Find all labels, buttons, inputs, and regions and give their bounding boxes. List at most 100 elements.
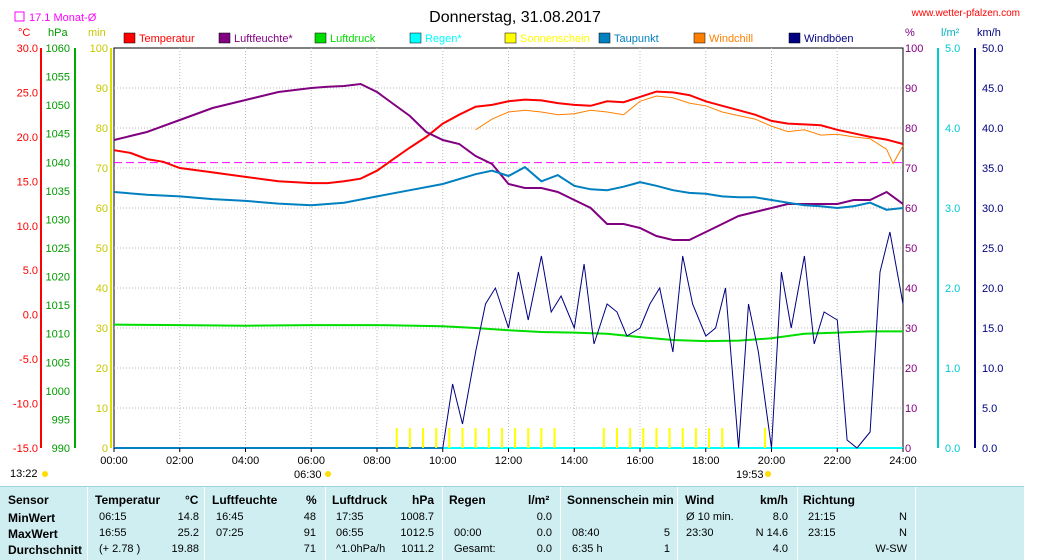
stat-temp-time: 06:15	[99, 511, 127, 523]
press-tick-label: 1050	[46, 100, 70, 112]
stat-dir-time: 23:15	[808, 527, 836, 539]
sunshine-bar	[721, 428, 724, 448]
stat-dir: W-SW	[875, 543, 907, 555]
wind-tick-label: 5.0	[982, 403, 997, 415]
stats-table: Sensor Temperatur °C Luftfeuchte % Luftd…	[0, 486, 1024, 560]
sunshine-bar	[694, 428, 697, 448]
sunshine-bar	[500, 428, 503, 448]
sunshine-bar	[461, 428, 464, 448]
rain-tick-label: 0.0	[945, 443, 960, 455]
legend-label: Regen*	[425, 33, 462, 45]
sun-tick-label: 10	[96, 403, 108, 415]
stat-hum-time: 16:45	[216, 511, 244, 523]
sun-tick-label: 30	[96, 323, 108, 335]
sunshine-bar	[422, 428, 425, 448]
sunshine-bar	[448, 428, 451, 448]
series-temperatur	[113, 90, 904, 185]
hum-tick-label: 10	[905, 403, 917, 415]
wind-tick-label: 25.0	[982, 243, 1003, 255]
rain-unit-label: l/m²	[941, 27, 960, 39]
hdr-temp: Temperatur	[95, 493, 161, 507]
stat-press: 1011.2	[401, 543, 434, 555]
press-tick-label: 1005	[46, 357, 70, 369]
sunset-time: 19:53	[736, 469, 764, 481]
sun-icon	[42, 471, 48, 477]
legend-swatch	[409, 32, 422, 44]
sunshine-bar	[408, 428, 411, 448]
sunshine-bar	[602, 428, 605, 448]
legend-swatch	[218, 32, 231, 44]
stat-press-time: 06:55	[336, 527, 364, 539]
wind-tick-label: 40.0	[982, 123, 1003, 135]
stat-rain-time: Gesamt:	[454, 543, 496, 555]
x-tick-label: 12:00	[495, 455, 523, 467]
sunshine-bar	[540, 428, 543, 448]
stat-temp: 19.88	[171, 543, 199, 555]
hdr-press: Luftdruck	[332, 493, 388, 507]
x-tick-label: 04:00	[232, 455, 260, 467]
wind-tick-label: 45.0	[982, 83, 1003, 95]
weather-chart: Donnerstag, 31.08.2017 www.wetter-pfalzen…	[10, 8, 1020, 481]
x-tick-label: 24:00	[889, 455, 917, 467]
hdr-press-unit: hPa	[412, 493, 435, 507]
stat-rain-time: 00:00	[454, 527, 482, 539]
press-tick-label: 1040	[46, 157, 70, 169]
stat-sun: 1	[663, 543, 670, 555]
hdr-hum: Luftfeuchte	[212, 493, 278, 507]
sunshine-bar	[514, 428, 517, 448]
stat-hum-time: 07:25	[216, 527, 244, 539]
stat-wind: 4.0	[772, 543, 788, 555]
hdr-wind-unit: km/h	[760, 493, 789, 507]
x-tick-label: 06:00	[297, 455, 325, 467]
hdr-temp-unit: °C	[185, 493, 199, 507]
sunshine-bar	[435, 428, 438, 448]
wind-tick-label: 30.0	[982, 203, 1003, 215]
rain-tick-label: 3.0	[945, 203, 960, 215]
stat-hum: 91	[303, 527, 316, 539]
series-taupunkt	[113, 165, 904, 211]
hdr-sensor: Sensor	[8, 493, 49, 507]
wind-tick-label: 15.0	[982, 323, 1003, 335]
sunshine-bar	[708, 428, 711, 448]
x-tick-label: 08:00	[363, 455, 391, 467]
sun-tick-label: 50	[96, 243, 108, 255]
sunshine-bar	[629, 428, 632, 448]
temp-tick-label: -5.0	[19, 354, 38, 366]
stat-dir: N	[899, 511, 907, 523]
stat-sun: 5	[663, 527, 670, 539]
press-tick-label: 1000	[46, 386, 70, 398]
hdr-wind: Wind	[685, 493, 715, 507]
sun-tick-label: 70	[96, 163, 108, 175]
press-tick-label: 1060	[46, 43, 70, 55]
stat-label: MaxWert	[8, 527, 58, 541]
x-tick-label: 20:00	[758, 455, 786, 467]
hum-tick-label: 80	[905, 123, 917, 135]
legend-label: Windchill	[709, 33, 753, 45]
sun-tick-label: 60	[96, 203, 108, 215]
rain-tick-label: 5.0	[945, 43, 960, 55]
hdr-sun: Sonnenschein min	[567, 493, 674, 507]
hum-unit-label: %	[905, 27, 915, 39]
series-luftdruck	[113, 323, 903, 343]
stat-wind: 8.0	[772, 511, 788, 523]
temp-tick-label: 5.0	[23, 265, 38, 277]
legend-label: Luftfeuchte*	[234, 33, 293, 45]
temp-tick-label: 20.0	[17, 132, 38, 144]
x-tick-label: 02:00	[166, 455, 194, 467]
sun-icon	[765, 471, 771, 477]
x-tick-label: 00:00	[100, 455, 128, 467]
stat-wind-time: 23:30	[686, 527, 714, 539]
stat-rain: 0.0	[536, 511, 552, 523]
sunshine-bar	[487, 428, 490, 448]
legend-swatch	[693, 32, 706, 44]
hum-tick-label: 90	[905, 83, 917, 95]
sunshine-bar	[642, 428, 645, 448]
x-tick-label: 18:00	[692, 455, 720, 467]
hum-tick-label: 60	[905, 203, 917, 215]
temp-tick-label: -15.0	[13, 443, 38, 455]
hum-tick-label: 50	[905, 243, 917, 255]
press-unit-label: hPa	[48, 27, 68, 39]
wind-tick-label: 0.0	[982, 443, 997, 455]
sunshine-bar	[668, 428, 671, 448]
sunshine-bar	[395, 428, 398, 448]
